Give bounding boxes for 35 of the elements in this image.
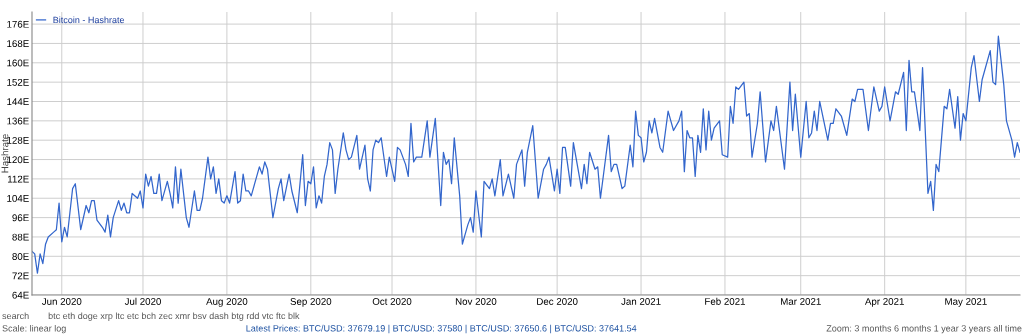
line-series — [32, 35, 1020, 274]
y-tick-label: 88E — [12, 233, 29, 241]
y-tick-label: 120E — [7, 156, 29, 164]
y-tick-label: 144E — [7, 98, 29, 106]
x-tick-label: Apr 2021 — [864, 298, 904, 307]
y-tick-label: 168E — [7, 40, 29, 48]
x-tick-label: Jun 2020 — [41, 298, 82, 305]
text: Latest Prices: BTC/USD: 37679.19 | BTC/USD: 37580 | BTC/USD: 37650.6 | BTC/USD: 37641.54 — [246, 324, 637, 334]
y-tick-label: 176E — [7, 20, 29, 28]
x-tick-label: Oct 2020 — [372, 298, 412, 305]
text: Scale: linear log — [2, 324, 66, 334]
y-tick-label: 160E — [7, 59, 29, 67]
y-tick-label: 104E — [7, 194, 29, 202]
x-tick-label: Jul 2020 — [124, 297, 161, 305]
y-tick-label: 136E — [7, 117, 29, 125]
x-tick-label: Aug 2020 — [206, 298, 248, 307]
x-tick-label: Mar 2021 — [781, 298, 821, 305]
text: btc eth doge xrp ltc etc bch zec xmr bsv dash btg rdd vtc ftc blk — [48, 312, 300, 321]
x-tick-label: Nov 2020 — [455, 298, 497, 305]
y-tick-label: 96E — [12, 214, 29, 222]
y-tick-label: 152E — [7, 78, 29, 86]
x-tick-label: Jan 2021 — [621, 298, 661, 305]
x-tick-label: May 2021 — [945, 298, 987, 307]
legend-label: Bitcoin - Hashrate — [53, 16, 125, 24]
y-axis-title: Hashrate — [1, 134, 9, 173]
y-tick-label: 80E — [12, 253, 29, 260]
x-tick-label: Sep 2020 — [290, 298, 332, 307]
y-tick-label: 128E — [7, 136, 29, 144]
x-tick-label: Dec 2020 — [537, 298, 578, 305]
text: Zoom: 3 months 6 months 1 year 3 years all time — [826, 324, 1022, 334]
text: search — [2, 312, 29, 320]
y-tick-label: 64E — [12, 291, 29, 299]
y-tick-label: 112E — [7, 175, 29, 183]
x-tick-label: Feb 2021 — [705, 297, 746, 305]
y-tick-label: 72E — [12, 272, 29, 280]
